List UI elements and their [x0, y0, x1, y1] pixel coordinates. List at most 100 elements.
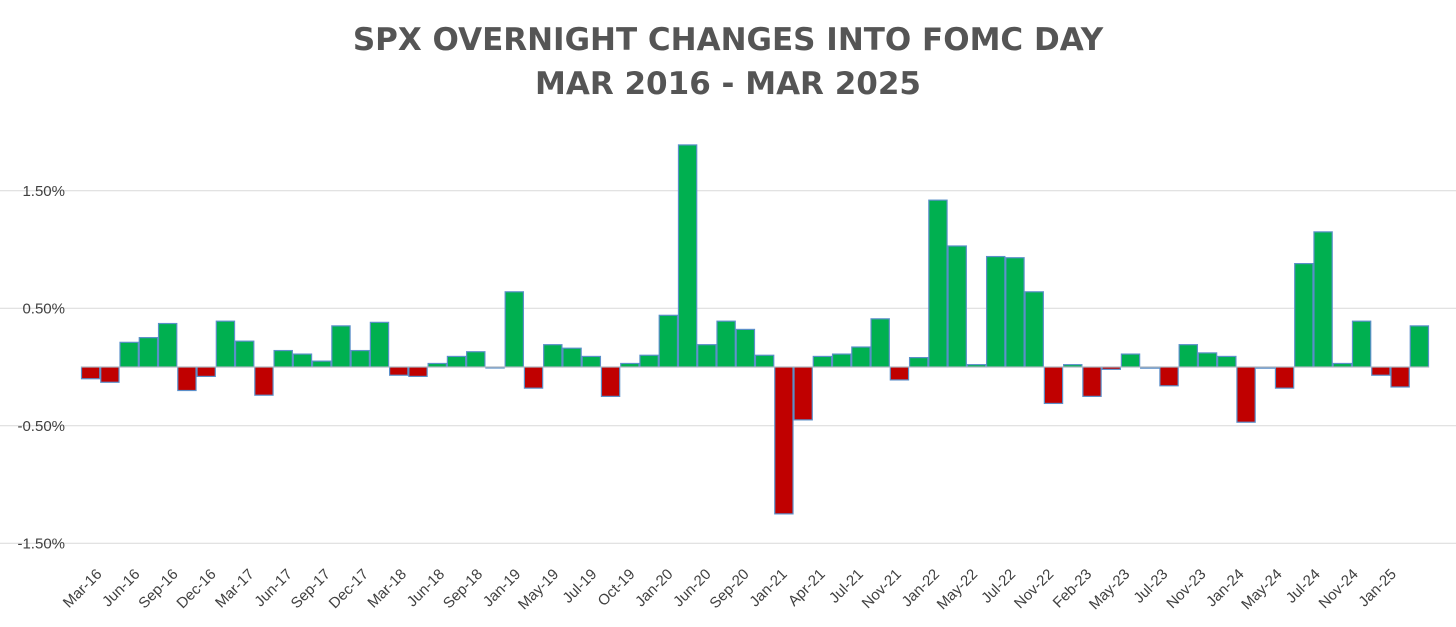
bar: [947, 245, 967, 368]
bar: [1197, 352, 1218, 368]
x-tick-label: Jan-21: [746, 566, 790, 610]
x-tick-label: May-19: [515, 566, 562, 613]
bar: [446, 355, 467, 368]
bar: [177, 366, 197, 392]
x-tick-label: Sep-17: [288, 566, 334, 612]
bar: [774, 366, 794, 515]
bar: [754, 354, 775, 368]
bar: [1120, 353, 1141, 368]
x-tick-label: Jan-20: [632, 566, 676, 610]
bar: [716, 320, 736, 368]
x-tick-label: Apr-21: [785, 566, 829, 610]
bars: [80, 144, 1430, 515]
gridlines: [0, 190, 1456, 544]
bar: [620, 362, 640, 368]
bar: [196, 366, 216, 377]
bar: [581, 355, 602, 368]
x-tick-label: Nov-23: [1163, 566, 1209, 612]
bar: [793, 366, 813, 421]
bar: [100, 366, 120, 383]
bar: [1351, 320, 1372, 368]
bar: [985, 255, 1006, 368]
bar: [1159, 366, 1179, 387]
x-axis-ticks: Mar-16Jun-16Sep-16Dec-16Mar-17Jun-17Sep-…: [60, 566, 1400, 613]
bar: [1043, 366, 1064, 405]
x-tick-label: Sep-16: [135, 566, 181, 612]
bar: [138, 337, 159, 368]
chart-subtitle: MAR 2016 - MAR 2025: [534, 66, 922, 102]
bar: [600, 366, 621, 397]
chart-title: SPX OVERNIGHT CHANGES INTO FOMC DAY: [352, 22, 1104, 58]
bar: [870, 318, 890, 368]
bar: [677, 144, 698, 368]
bar: [851, 346, 871, 368]
x-tick-label: Jan-25: [1355, 566, 1399, 610]
bar: [157, 322, 178, 368]
x-tick-label: Jun-17: [251, 566, 295, 610]
bar: [1371, 366, 1391, 376]
x-tick-label: Nov-22: [1011, 566, 1057, 612]
y-axis-ticks: 1.50% 0.50% -0.50% -1.50%: [17, 183, 65, 553]
bar: [1005, 257, 1025, 368]
bar: [254, 366, 274, 396]
bar: [311, 360, 332, 368]
bar: [1274, 366, 1295, 389]
bar: [735, 328, 756, 368]
bar: [928, 199, 948, 368]
x-tick-label: Nov-21: [859, 566, 905, 612]
bar: [215, 320, 236, 368]
bar: [1236, 366, 1256, 423]
bar: [523, 366, 544, 389]
x-tick-label: Mar-18: [364, 566, 410, 612]
bar: [369, 321, 390, 368]
y-tick-label: -0.50%: [17, 418, 65, 435]
bar: [80, 366, 101, 380]
bar: [908, 357, 929, 368]
x-tick-label: Sep-20: [706, 566, 752, 612]
bar: [1082, 366, 1102, 397]
x-tick-label: Nov-24: [1316, 566, 1362, 612]
bar: [1313, 231, 1333, 368]
x-tick-label: Jun-20: [670, 566, 714, 610]
bar: [504, 291, 525, 368]
y-tick-label: -1.50%: [17, 535, 65, 552]
bar: [119, 341, 139, 368]
x-tick-label: Jul-19: [559, 566, 600, 607]
bar: [831, 353, 852, 368]
bar: [1294, 263, 1314, 368]
x-tick-label: May-23: [1086, 566, 1133, 613]
bar: [427, 362, 447, 368]
bar: [389, 366, 409, 376]
bar: [408, 366, 428, 377]
y-tick-label: 0.50%: [22, 300, 65, 317]
bar: [1390, 366, 1410, 388]
x-tick-label: Oct-19: [595, 566, 639, 610]
x-tick-label: Mar-17: [212, 566, 258, 612]
x-tick-label: Dec-17: [326, 566, 372, 612]
x-tick-label: May-22: [934, 566, 981, 613]
bar: [889, 366, 910, 381]
bar: [466, 351, 486, 368]
y-tick-label: 1.50%: [22, 183, 65, 200]
bar: [1409, 325, 1430, 368]
bar: [331, 325, 351, 368]
bar: [562, 347, 582, 368]
bar: [234, 340, 255, 368]
bar: [639, 354, 659, 368]
bar: [658, 314, 679, 368]
x-tick-label: Dec-16: [173, 566, 219, 612]
bar: [273, 349, 293, 368]
bar: [1178, 344, 1199, 368]
bar: [1332, 362, 1353, 368]
x-tick-label: Jun-18: [404, 566, 448, 610]
bar: [292, 353, 313, 368]
x-tick-label: Jun-16: [99, 566, 143, 610]
bar: [812, 355, 833, 368]
bar: [697, 344, 717, 368]
x-tick-label: Sep-18: [440, 566, 486, 612]
bar: [1024, 291, 1044, 368]
bar: [350, 349, 370, 368]
x-tick-label: May-24: [1238, 566, 1285, 613]
